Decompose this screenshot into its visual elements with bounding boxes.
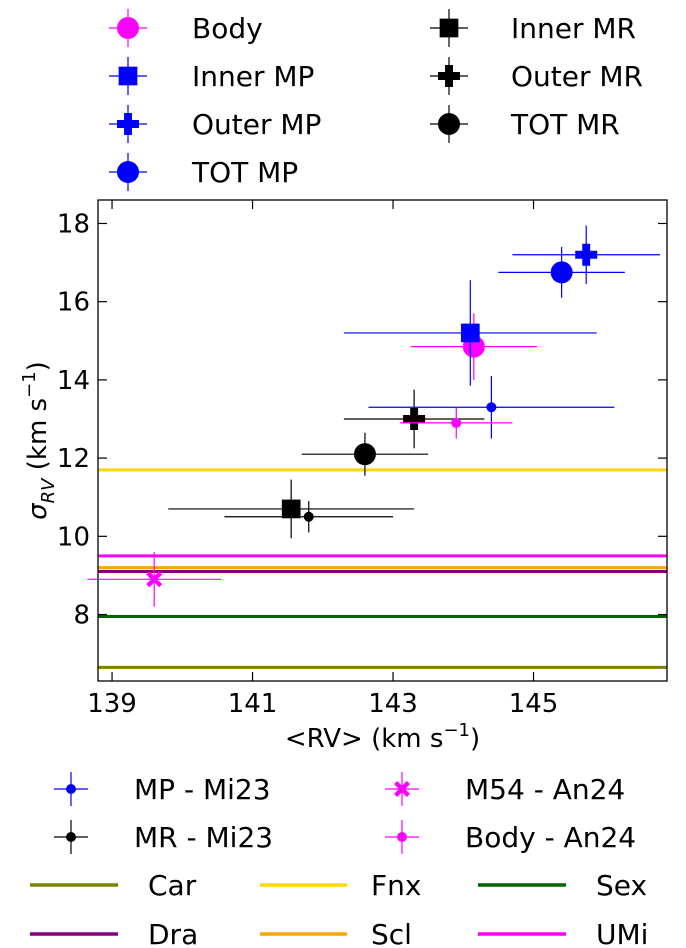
y-tick-label: 8 [73,601,90,631]
y-tick-label: 18 [57,209,90,239]
marker [146,571,163,588]
y-tick-label: 14 [57,366,90,396]
legend-label: Dra [148,918,198,948]
legend-label: UMi [596,918,648,948]
legend-marker [117,113,139,135]
legend-item-tot-mp: TOT MP [109,153,298,191]
legend-marker [394,781,410,797]
point-inner-mp [343,280,597,386]
legend-item-body: Body [109,9,263,47]
legend-marker [397,832,407,842]
y-tick-label: 16 [57,288,90,318]
point-tot-mp [498,246,625,298]
legend-marker [438,65,460,87]
x-tick-label: 145 [509,689,559,719]
point-tot-mr [301,432,429,476]
marker [281,499,301,519]
legend-marker [66,784,76,794]
marker [460,323,480,343]
legend-label: Sex [596,869,647,902]
point-outer-mr [343,389,485,449]
marker [451,417,462,428]
legend-label: Outer MP [192,108,321,141]
legend-marker [117,161,139,183]
point-mp-mi23 [368,375,615,439]
legend-marker [118,66,138,86]
legend-item-mp-mi23: MP - Mi23 [54,772,271,806]
legend-item-sex: Sex [478,869,647,902]
marker [403,407,426,430]
x-tick-label: 143 [368,689,418,719]
marker [353,443,376,466]
legend-item-outer-mr: Outer MR [430,57,643,95]
legend-label: Inner MP [192,60,314,93]
legend-item-tot-mr: TOT MR [430,105,620,143]
x-tick-label: 141 [228,689,278,719]
x-axis-label: <RV> (km s−1) [285,720,480,754]
y-tick-label: 12 [57,444,90,474]
legend-bottom: MP - Mi23 MR - Mi23 M54 - An24 Body - An24 C… [30,772,648,948]
point-inner-mr [168,479,415,539]
legend-item-fnx: Fnx [260,869,421,902]
legend-label: M54 - An24 [465,773,625,806]
legend-item-dra: Dra [30,918,198,948]
legend-label: Outer MR [511,60,643,93]
legend-label: MP - Mi23 [134,773,271,806]
legend-marker [438,113,460,135]
legend-item-body-an24: Body - An24 [385,820,636,854]
legend-marker [117,17,139,39]
legend-item-car: Car [30,869,197,902]
legend-label: Car [148,869,197,902]
legend-label: TOT MR [510,108,620,141]
point-mr-mi23 [224,501,394,533]
legend-marker [439,18,459,38]
point-body [410,313,538,380]
legend-item-scl: Scl [260,918,412,948]
y-tick-label: 10 [57,522,90,552]
x-tick-label: 139 [87,689,137,719]
point-outer-mp [512,225,660,285]
legend-item-outer-mp: Outer MP [109,105,321,143]
legend-label: Body - An24 [465,821,636,854]
legend-item-umi: UMi [478,918,648,948]
y-axis-label: σRV (km s−1) [19,361,59,520]
legend-label: TOT MP [191,156,298,189]
point-body-an24 [400,407,513,439]
plot-area [87,225,667,669]
legend-marker [66,832,76,842]
marker [575,243,598,266]
legend-label: Fnx [371,869,421,902]
marker [550,261,573,284]
legend-item-inner-mp: Inner MP [109,57,314,95]
axes: 139 141 143 145 8 10 12 14 16 18 [57,200,667,719]
legend-label: MR - Mi23 [134,821,273,854]
marker [486,402,497,413]
legend-label: Inner MR [511,12,636,45]
legend-item-inner-mr: Inner MR [430,9,636,47]
legend-top: Body Inner MP Outer MP TOT MP Inner MR Outer … [109,9,643,191]
marker [303,511,314,522]
point-m54-an24 [87,551,221,607]
legend-item-m54-an24: M54 - An24 [385,772,625,806]
legend-label: Scl [371,918,412,948]
plot-frame [97,199,668,682]
legend-item-mr-mi23: MR - Mi23 [54,820,273,854]
legend-label: Body [192,12,263,45]
